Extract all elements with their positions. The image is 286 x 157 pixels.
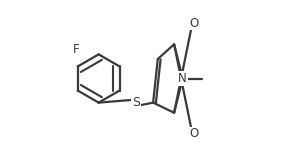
Text: F: F bbox=[73, 43, 79, 56]
Text: O: O bbox=[189, 127, 198, 140]
Text: N: N bbox=[178, 72, 187, 85]
Text: O: O bbox=[189, 17, 198, 30]
Text: S: S bbox=[132, 96, 140, 109]
